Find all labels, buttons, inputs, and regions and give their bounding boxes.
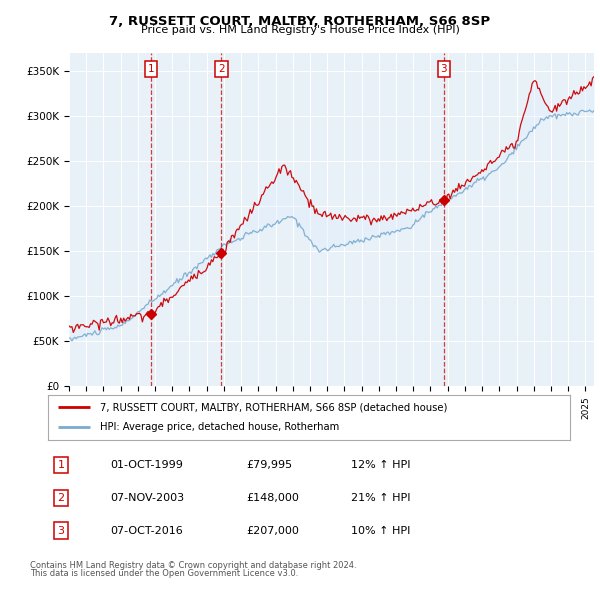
Text: 21% ↑ HPI: 21% ↑ HPI [351, 493, 410, 503]
Text: This data is licensed under the Open Government Licence v3.0.: This data is licensed under the Open Gov… [30, 569, 298, 578]
Text: 1: 1 [148, 64, 154, 74]
Text: 7, RUSSETT COURT, MALTBY, ROTHERHAM, S66 8SP (detached house): 7, RUSSETT COURT, MALTBY, ROTHERHAM, S66… [100, 402, 448, 412]
Text: £79,995: £79,995 [247, 460, 292, 470]
Text: 3: 3 [440, 64, 447, 74]
Text: 2: 2 [58, 493, 65, 503]
Text: 10% ↑ HPI: 10% ↑ HPI [351, 526, 410, 536]
Text: 3: 3 [58, 526, 65, 536]
Text: Contains HM Land Registry data © Crown copyright and database right 2024.: Contains HM Land Registry data © Crown c… [30, 560, 356, 569]
Text: 2: 2 [218, 64, 224, 74]
Text: £207,000: £207,000 [247, 526, 299, 536]
Text: 1: 1 [58, 460, 65, 470]
Text: Price paid vs. HM Land Registry's House Price Index (HPI): Price paid vs. HM Land Registry's House … [140, 25, 460, 35]
Text: 07-NOV-2003: 07-NOV-2003 [110, 493, 185, 503]
Text: HPI: Average price, detached house, Rotherham: HPI: Average price, detached house, Roth… [100, 422, 340, 432]
Text: 07-OCT-2016: 07-OCT-2016 [110, 526, 184, 536]
Text: £148,000: £148,000 [247, 493, 299, 503]
Text: 7, RUSSETT COURT, MALTBY, ROTHERHAM, S66 8SP: 7, RUSSETT COURT, MALTBY, ROTHERHAM, S66… [109, 15, 491, 28]
Text: 12% ↑ HPI: 12% ↑ HPI [351, 460, 410, 470]
Text: 01-OCT-1999: 01-OCT-1999 [110, 460, 184, 470]
